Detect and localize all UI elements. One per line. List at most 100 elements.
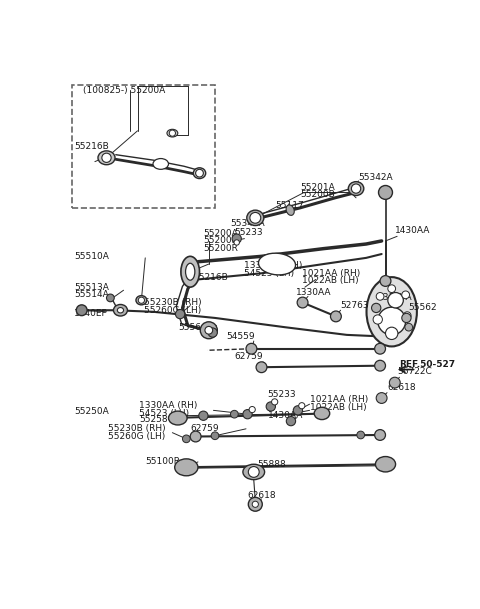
Text: 55201A: 55201A [300,183,335,192]
Ellipse shape [286,205,294,216]
Text: 1330AA (RH): 1330AA (RH) [139,401,197,410]
Circle shape [102,153,111,163]
Text: 55216B: 55216B [193,273,228,281]
Circle shape [297,297,308,308]
Text: 55233: 55233 [234,228,263,237]
Circle shape [376,393,387,403]
Text: 54523 (LH): 54523 (LH) [244,269,295,278]
Text: 62759: 62759 [190,424,219,434]
Circle shape [169,130,176,136]
Text: 55258: 55258 [139,415,168,424]
Text: 1021AA (RH): 1021AA (RH) [310,395,368,404]
FancyBboxPatch shape [72,85,215,208]
Circle shape [372,303,381,312]
Text: 55216B: 55216B [74,142,108,151]
Circle shape [403,312,411,320]
Circle shape [208,328,217,337]
Text: 55513A: 55513A [74,283,109,292]
Ellipse shape [193,168,206,178]
Ellipse shape [367,277,417,347]
Circle shape [250,213,261,224]
Circle shape [389,377,400,388]
Ellipse shape [113,304,127,316]
Text: (100825-) 55200A: (100825-) 55200A [83,85,166,94]
Ellipse shape [153,158,168,169]
Ellipse shape [175,459,198,476]
Circle shape [299,403,305,409]
Text: 1310VA: 1310VA [378,294,412,303]
Text: 55260G (LH): 55260G (LH) [108,432,165,441]
Circle shape [385,327,398,339]
Text: REF.50-527: REF.50-527 [399,360,456,368]
Text: 1430AA: 1430AA [268,411,303,420]
Circle shape [249,406,255,413]
Circle shape [266,402,276,411]
Circle shape [379,186,393,199]
Text: 55200R: 55200R [204,244,238,253]
Circle shape [357,431,365,439]
Ellipse shape [258,253,296,275]
Circle shape [248,498,262,511]
Ellipse shape [98,151,115,164]
Text: 55200A: 55200A [204,229,238,238]
Ellipse shape [348,181,364,195]
Circle shape [176,309,185,319]
Ellipse shape [247,210,264,225]
Circle shape [200,322,217,339]
Text: 55888: 55888 [258,460,287,469]
Text: 55564: 55564 [178,323,206,332]
Circle shape [243,410,252,419]
Ellipse shape [117,308,123,313]
Circle shape [388,285,396,292]
Text: 55510A: 55510A [74,252,109,261]
Ellipse shape [168,411,187,425]
Circle shape [246,343,257,354]
Circle shape [373,315,383,324]
Circle shape [405,323,413,331]
Circle shape [138,297,144,303]
Text: 55562: 55562 [409,303,437,312]
Circle shape [190,431,201,442]
Circle shape [351,184,360,193]
Text: 55230B (RH): 55230B (RH) [144,298,201,307]
Text: 52763: 52763 [340,301,369,310]
Text: 55200B: 55200B [300,190,335,199]
Circle shape [293,406,302,415]
Circle shape [375,361,385,371]
Circle shape [375,429,385,440]
Text: 1330AA: 1330AA [296,288,332,297]
Text: 1022AB (LH): 1022AB (LH) [310,403,366,412]
Text: 55342A: 55342A [230,219,265,228]
Circle shape [252,501,258,507]
Text: 62618: 62618 [387,382,416,392]
Text: 54559: 54559 [227,332,255,341]
Circle shape [199,411,208,420]
Circle shape [232,234,241,243]
Text: 55230B (RH): 55230B (RH) [108,424,166,434]
Ellipse shape [167,129,178,137]
Ellipse shape [375,457,396,472]
Circle shape [182,435,190,443]
Text: 1330AA (RH): 1330AA (RH) [244,261,303,270]
Circle shape [272,399,278,405]
Text: 55260G (LH): 55260G (LH) [144,306,201,315]
Circle shape [330,311,341,322]
Text: 1140EF: 1140EF [74,309,108,318]
Ellipse shape [314,407,330,420]
Circle shape [402,313,411,323]
Circle shape [211,432,219,440]
Text: 55200L: 55200L [204,236,237,245]
Text: 62618: 62618 [248,490,276,499]
Text: 1022AB (LH): 1022AB (LH) [302,276,359,286]
Text: 62759: 62759 [234,352,263,361]
Text: 55250A: 55250A [74,407,108,417]
Text: 56722C: 56722C [397,367,432,376]
Circle shape [376,292,384,300]
Text: 55233: 55233 [268,390,296,400]
Ellipse shape [181,256,200,287]
Circle shape [402,291,409,298]
Ellipse shape [136,295,147,305]
Text: 54523 (LH): 54523 (LH) [139,409,189,418]
Circle shape [205,326,213,334]
Circle shape [234,240,240,245]
